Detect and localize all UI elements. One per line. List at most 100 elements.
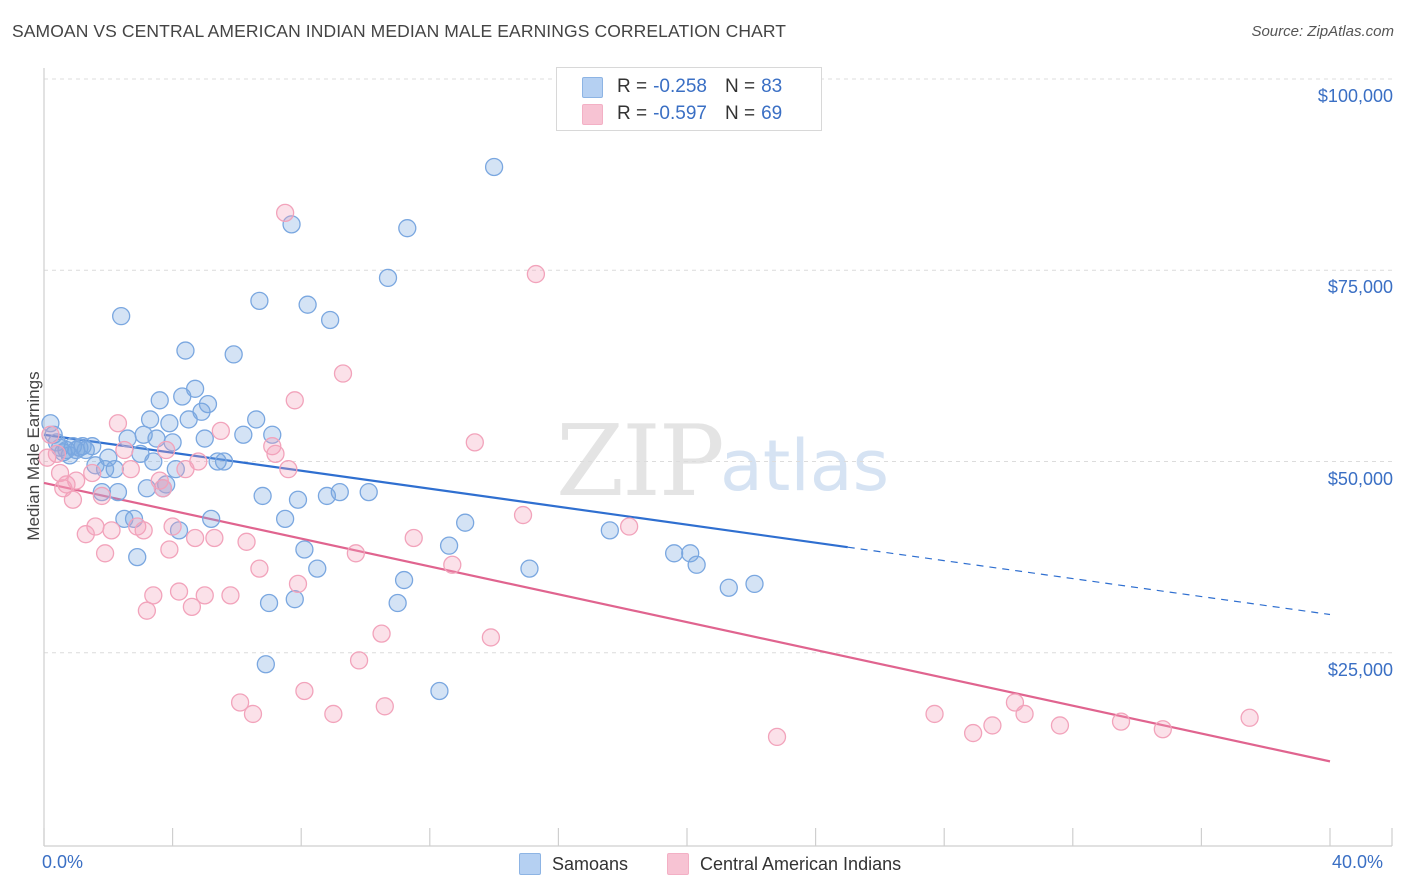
central-american-indians-point xyxy=(189,452,208,471)
watermark-atlas: atlas xyxy=(720,425,890,507)
central-american-indians-point xyxy=(92,486,112,506)
y-tick-label: $75,000 xyxy=(1327,277,1393,298)
central-american-indians-point xyxy=(333,364,353,383)
samoans-point xyxy=(394,570,414,590)
samoans-point xyxy=(160,414,179,433)
central-american-indians-point xyxy=(375,697,394,716)
samoans-point xyxy=(439,536,459,555)
y-axis-label: Median Male Earnings xyxy=(24,371,43,541)
legend-swatch-central-american-indians xyxy=(582,103,603,125)
samoans-point xyxy=(664,544,684,563)
samoans-point xyxy=(282,215,301,234)
samoans-point xyxy=(83,437,102,456)
central-american-indians-point xyxy=(121,459,140,479)
data-points xyxy=(38,157,1259,747)
central-american-indians-point xyxy=(275,203,295,223)
central-american-indians-point xyxy=(1240,708,1259,727)
samoans-point xyxy=(484,157,504,177)
samoans-point xyxy=(275,509,295,529)
samoans-point xyxy=(388,593,407,613)
legend-n-label: N = xyxy=(724,103,756,124)
central-american-indians-point xyxy=(250,559,269,578)
samoans-point xyxy=(456,513,475,532)
samoans-point xyxy=(295,540,314,559)
y-tick-label: $50,000 xyxy=(1327,468,1393,489)
y-tick-label: $100,000 xyxy=(1317,86,1393,106)
central-american-indians-point xyxy=(169,582,189,601)
samoans-point xyxy=(150,391,169,410)
series-legend: Samoans Central American Indians xyxy=(0,852,1406,878)
samoans-point xyxy=(108,482,128,502)
samoans-point xyxy=(250,291,269,311)
central-american-indians-point xyxy=(925,704,944,724)
samoans-point xyxy=(166,459,185,479)
central-american-indians-point xyxy=(465,433,484,452)
samoans-point xyxy=(430,681,449,701)
samoans-point xyxy=(600,521,619,540)
legend-swatch-samoans xyxy=(582,76,603,98)
watermark-zip: ZIP xyxy=(556,405,725,519)
samoans-point xyxy=(247,410,266,429)
samoans-point xyxy=(198,394,218,414)
central-american-indians-point xyxy=(102,521,121,540)
central-american-indians-point xyxy=(526,264,546,284)
samoans-point xyxy=(224,345,243,364)
central-american-indians-point xyxy=(57,475,76,494)
central-american-indians-point xyxy=(443,555,462,574)
samoans-point xyxy=(195,429,214,448)
central-american-indians-point xyxy=(372,624,391,643)
series-name-central-american-indians: Central American Indians xyxy=(700,853,902,874)
central-american-indians-point xyxy=(983,716,1002,735)
central-american-indians-point xyxy=(50,463,70,483)
central-american-indians-point xyxy=(76,525,95,544)
central-american-indians-point xyxy=(1111,712,1131,731)
samoans-trend-extension xyxy=(847,546,1331,616)
central-american-indians-point xyxy=(295,681,314,701)
chart-title: SAMOAN VS CENTRAL AMERICAN INDIAN MEDIAN… xyxy=(12,21,787,41)
central-american-indians-point xyxy=(95,544,115,563)
central-american-indians-point xyxy=(47,444,67,464)
samoans-point xyxy=(259,593,279,613)
central-american-indians-point xyxy=(404,528,423,548)
central-american-indians-point xyxy=(86,517,105,536)
central-american-indians-point xyxy=(137,601,157,620)
central-american-indians-point xyxy=(157,440,176,460)
samoans-point xyxy=(99,448,118,467)
central-american-indians-point xyxy=(279,459,298,479)
central-american-indians-point xyxy=(243,704,263,724)
central-american-indians-point xyxy=(513,505,533,525)
central-american-indians-point xyxy=(619,517,639,536)
central-american-indians-point xyxy=(221,586,240,605)
central-american-indians-point xyxy=(115,440,134,460)
samoans-point xyxy=(320,310,340,330)
samoans-point xyxy=(285,590,304,609)
samoans-point xyxy=(288,490,308,509)
series-legend-central-american-indians[interactable]: Central American Indians xyxy=(667,852,901,876)
central-american-indians-point xyxy=(767,727,787,747)
central-american-indians-point xyxy=(195,586,214,605)
central-american-indians-point xyxy=(1015,704,1034,724)
samoans-point xyxy=(234,425,253,444)
samoans-point xyxy=(202,509,221,529)
samoans-point xyxy=(112,306,131,326)
samoans-point xyxy=(253,486,272,506)
central-american-indians-point xyxy=(41,425,60,444)
samoans-point xyxy=(298,295,317,314)
legend-n-value: 83 xyxy=(761,76,783,97)
series-swatch-samoans xyxy=(519,853,541,875)
central-american-indians-point xyxy=(346,544,366,563)
legend-row-samoans: R = -0.258 N = 83 xyxy=(557,74,782,100)
legend-n-value: 69 xyxy=(761,103,783,124)
samoans-point xyxy=(719,578,738,597)
samoans-point xyxy=(308,559,327,578)
samoans-point xyxy=(359,482,378,502)
x-tick-max: 40.0% xyxy=(1332,852,1384,872)
central-american-indians-point xyxy=(1153,720,1172,739)
series-legend-samoans[interactable]: Samoans xyxy=(519,852,628,876)
samoans-point xyxy=(330,482,349,502)
samoans-point xyxy=(105,459,124,479)
samoans-point xyxy=(144,452,163,471)
samoans-point xyxy=(681,544,700,563)
samoans-point xyxy=(214,452,234,471)
